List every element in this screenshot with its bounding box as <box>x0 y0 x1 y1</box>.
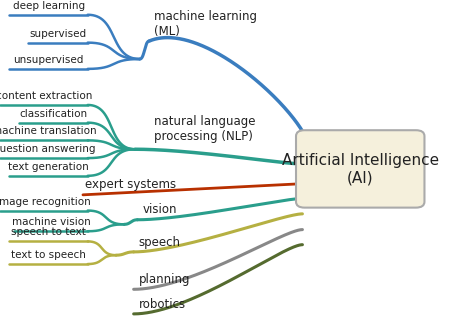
Text: robotics: robotics <box>138 297 185 311</box>
Text: planning: planning <box>138 273 190 286</box>
Text: text to speech: text to speech <box>11 250 86 260</box>
Text: text generation: text generation <box>8 162 89 172</box>
Text: speech: speech <box>138 236 181 249</box>
Text: speech to text: speech to text <box>11 228 86 237</box>
Text: content extraction: content extraction <box>0 91 92 101</box>
Text: unsupervised: unsupervised <box>13 55 84 65</box>
Text: supervised: supervised <box>29 29 87 39</box>
Text: classification: classification <box>19 109 87 119</box>
Text: machine vision: machine vision <box>11 217 91 227</box>
Text: machine translation: machine translation <box>0 127 96 136</box>
Text: image recognition: image recognition <box>0 197 91 207</box>
Text: deep learning: deep learning <box>12 1 85 11</box>
FancyBboxPatch shape <box>296 130 424 208</box>
Text: machine learning
(ML): machine learning (ML) <box>154 10 257 38</box>
Text: vision: vision <box>142 203 177 216</box>
Text: natural language
processing (NLP): natural language processing (NLP) <box>154 115 255 143</box>
Text: question answering: question answering <box>0 144 95 154</box>
Text: expert systems: expert systems <box>85 178 176 191</box>
Text: Artificial Intelligence
(AI): Artificial Intelligence (AI) <box>282 153 439 185</box>
